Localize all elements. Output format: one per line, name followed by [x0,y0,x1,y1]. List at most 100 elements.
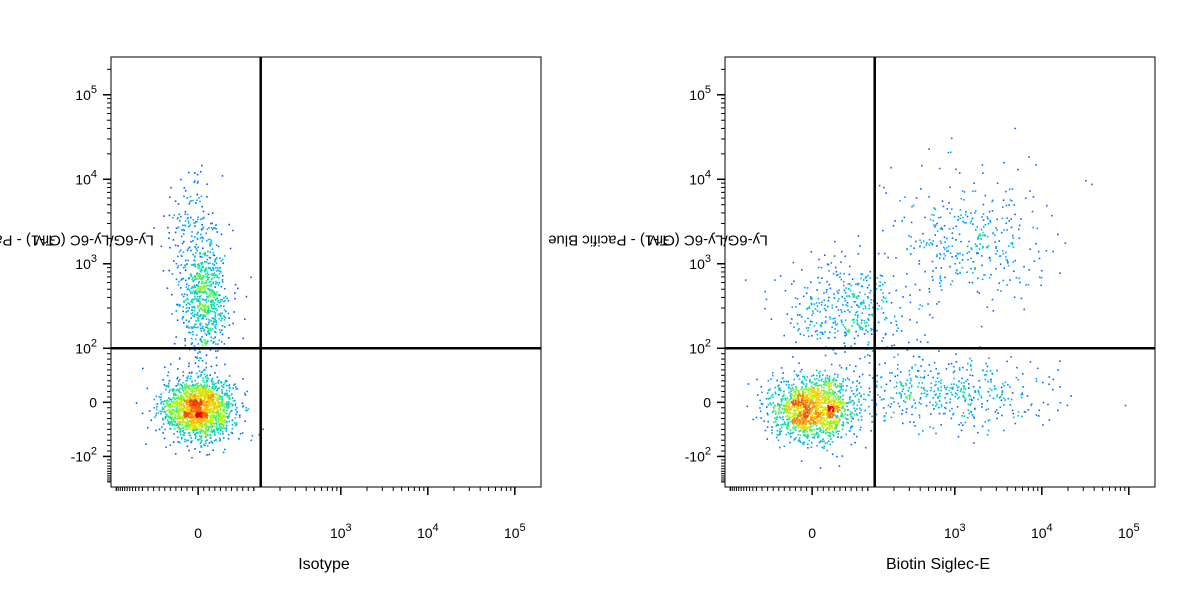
event-dot [194,437,197,440]
event-dot [233,422,236,424]
event-dot [818,415,820,417]
event-dot [936,303,938,305]
event-dot [779,430,781,433]
event-dot [956,389,959,392]
event-dot [827,299,830,302]
event-dot [888,292,891,294]
event-dot [200,441,202,443]
event-dot [918,401,921,404]
event-dot [189,273,192,275]
event-dot [801,422,803,425]
event-dot [805,428,808,431]
event-dot [833,420,836,422]
event-dot [781,377,784,380]
event-dot [854,410,857,412]
event-dot [166,401,168,403]
event-dot [793,413,796,416]
event-dot [910,384,913,387]
event-dot [204,332,207,335]
event-dot [799,420,801,423]
event-dot [204,420,206,422]
event-dot [847,418,849,420]
event-dot [804,320,806,323]
event-dot [174,453,177,455]
event-dot [786,313,788,315]
event-dot [896,381,898,384]
event-dot [164,428,166,431]
x-axis-label: Isotype [298,556,350,573]
event-dot [840,388,842,390]
event-dot [218,395,220,398]
event-dot [197,317,199,319]
event-dot [224,326,226,328]
event-dot [821,322,823,324]
event-dot [856,404,859,407]
event-dot [218,379,220,382]
event-dot [798,392,800,394]
event-dot [825,412,828,414]
event-dot [194,323,196,326]
event-dot [210,269,213,272]
event-dot [209,310,211,313]
event-dot [837,300,839,302]
event-dot [944,406,946,409]
event-dot [204,397,206,399]
event-dot [744,279,747,281]
event-dot [162,418,164,421]
event-dot [818,392,821,395]
event-dot [177,408,179,411]
event-dot [807,435,809,437]
event-dot [211,402,214,405]
event-dot [202,429,204,431]
event-dot [816,417,818,419]
event-dot [197,404,199,406]
event-dot [221,401,224,404]
event-dot [855,385,858,387]
event-dot [210,290,213,292]
event-dot [786,410,789,412]
event-dot [178,280,180,283]
event-dot [795,403,798,405]
event-dot [847,283,849,285]
event-dot [834,317,836,320]
event-dot [831,406,833,408]
event-dot [837,406,839,409]
event-dot [188,387,191,390]
event-dot [203,307,206,310]
event-dot [201,164,203,167]
event-dot [228,416,230,418]
event-dot [853,433,856,435]
event-dot [199,295,202,297]
event-dot [804,426,806,429]
event-dot [212,396,214,398]
event-dot [860,319,863,322]
event-dot [966,416,969,419]
event-dot [221,325,224,327]
event-dot [801,428,804,430]
event-dot [774,405,776,407]
event-dot [808,402,811,404]
event-dot [853,321,855,324]
event-dot [846,301,849,304]
event-dot [168,391,171,393]
event-dot [817,432,819,435]
event-dot [846,377,849,380]
event-dot [194,221,196,224]
event-dot [172,387,175,390]
event-dot [188,410,190,412]
event-dot [227,394,229,397]
event-dot [837,436,839,438]
event-dot [171,313,173,315]
event-dot [948,410,951,412]
event-dot [215,419,218,421]
event-dot [841,250,843,253]
event-dot [167,382,170,384]
event-dot [241,402,244,405]
event-dot [822,381,825,383]
event-dot [892,397,894,400]
event-dot [792,414,795,417]
event-dot [200,307,203,309]
event-dot [796,413,799,415]
event-dot [173,394,175,397]
event-dot [853,296,855,298]
